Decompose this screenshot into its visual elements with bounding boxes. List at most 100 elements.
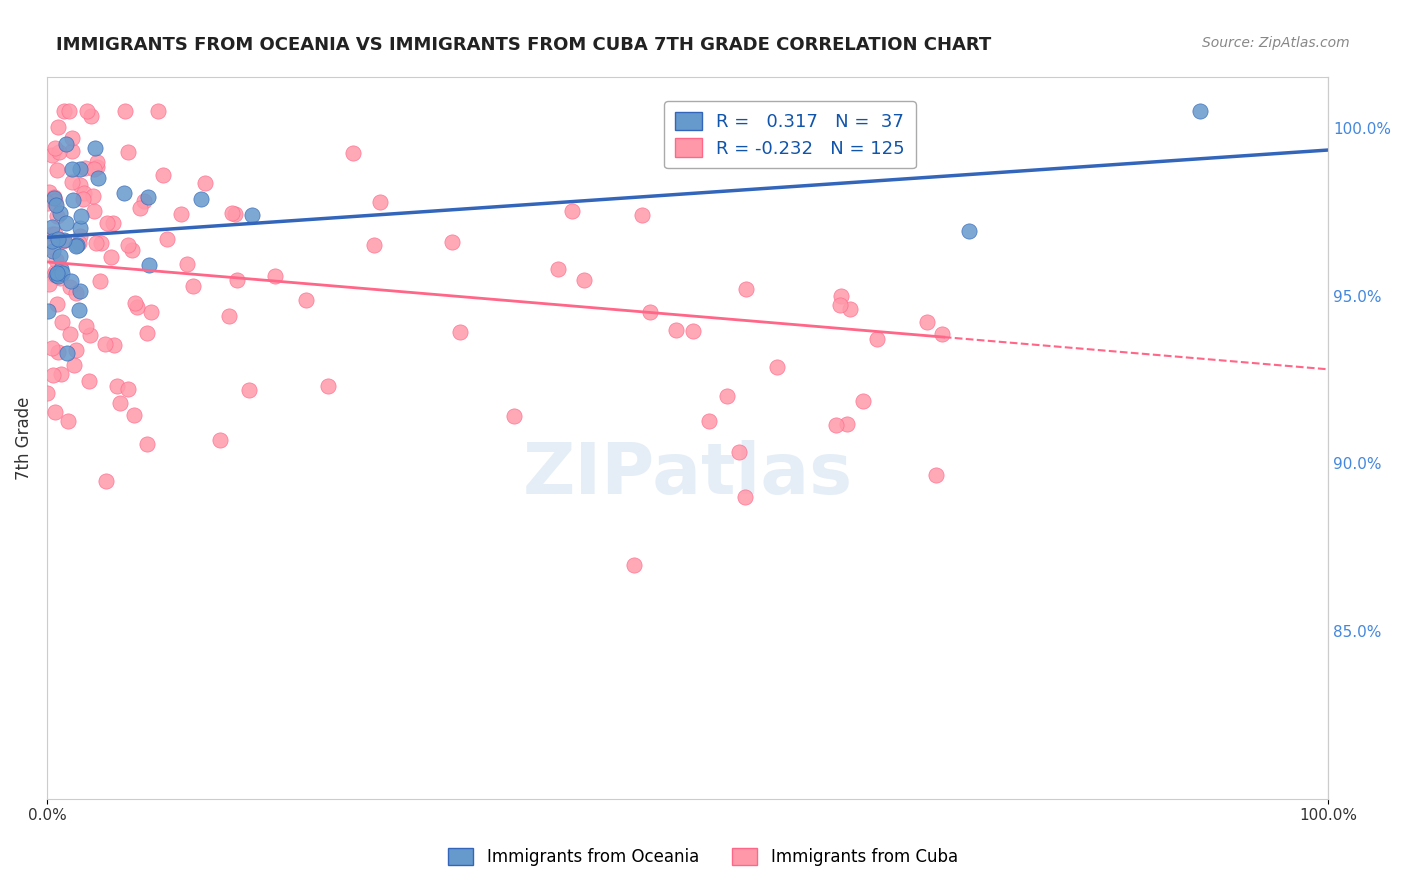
Point <box>79 327 101 342</box>
Point <box>42 194 65 209</box>
Point <box>44 141 66 155</box>
Point <box>65 286 87 301</box>
Point <box>194 176 217 190</box>
Legend: R =   0.317   N =  37, R = -0.232   N = 125: R = 0.317 N = 37, R = -0.232 N = 125 <box>664 101 915 169</box>
Point <box>917 315 939 329</box>
Point <box>42 244 65 259</box>
Point <box>825 418 848 433</box>
Point <box>117 145 139 159</box>
Point <box>59 279 82 293</box>
Point <box>44 265 66 279</box>
Point <box>103 338 125 352</box>
Point <box>46 120 69 134</box>
Point <box>342 145 364 160</box>
Point <box>96 216 118 230</box>
Point <box>58 103 80 118</box>
Point <box>69 284 91 298</box>
Point <box>449 325 471 339</box>
Point <box>51 315 73 329</box>
Point <box>190 192 212 206</box>
Point <box>852 393 875 408</box>
Point <box>37 303 59 318</box>
Y-axis label: 7th Grade: 7th Grade <box>15 396 32 480</box>
Point <box>37 196 59 211</box>
Point <box>94 337 117 351</box>
Point <box>117 383 139 397</box>
Point <box>135 326 157 340</box>
Point <box>44 268 66 283</box>
Point <box>440 235 463 249</box>
Point <box>734 490 756 504</box>
Point <box>73 186 96 200</box>
Point <box>121 243 143 257</box>
Point <box>75 319 97 334</box>
Point <box>69 303 91 318</box>
Point <box>60 130 83 145</box>
Point <box>224 207 246 221</box>
Point <box>86 160 108 174</box>
Point <box>46 297 69 311</box>
Point <box>572 273 595 287</box>
Point <box>623 558 645 573</box>
Point <box>181 279 204 293</box>
Point <box>62 161 84 176</box>
Point <box>42 368 65 382</box>
Point <box>108 396 131 410</box>
Point <box>45 162 67 177</box>
Point <box>124 296 146 310</box>
Point <box>49 249 72 263</box>
Point <box>41 148 63 162</box>
Point <box>70 209 93 223</box>
Legend: Immigrants from Oceania, Immigrants from Cuba: Immigrants from Oceania, Immigrants from… <box>440 840 966 875</box>
Point <box>84 141 107 155</box>
Point <box>44 190 66 204</box>
Point <box>502 409 524 423</box>
Point <box>45 198 67 212</box>
Point <box>240 208 263 222</box>
Point <box>925 468 948 483</box>
Point <box>141 305 163 319</box>
Point <box>830 288 852 302</box>
Point <box>62 193 84 207</box>
Point <box>835 417 858 431</box>
Point <box>48 145 70 159</box>
Point <box>114 103 136 118</box>
Point <box>45 266 67 280</box>
Point <box>146 103 169 118</box>
Point <box>37 240 59 254</box>
Point <box>866 332 889 346</box>
Point <box>83 203 105 218</box>
Point <box>112 186 135 200</box>
Point <box>152 168 174 182</box>
Point <box>547 261 569 276</box>
Point <box>65 239 87 253</box>
Point <box>49 367 72 381</box>
Point <box>41 341 63 355</box>
Point <box>60 145 83 159</box>
Point <box>52 233 75 247</box>
Point <box>136 190 159 204</box>
Point <box>59 327 82 342</box>
Point <box>46 209 69 223</box>
Point <box>48 232 70 246</box>
Point <box>368 194 391 209</box>
Point <box>76 103 98 118</box>
Point <box>44 227 66 241</box>
Point <box>682 324 704 338</box>
Point <box>716 389 738 403</box>
Point <box>73 161 96 175</box>
Point <box>84 236 107 251</box>
Point <box>264 268 287 283</box>
Point <box>117 238 139 252</box>
Point <box>828 298 851 312</box>
Point <box>41 227 63 241</box>
Point <box>208 433 231 447</box>
Point <box>170 207 193 221</box>
Text: Source: ZipAtlas.com: Source: ZipAtlas.com <box>1202 36 1350 50</box>
Point <box>69 220 91 235</box>
Point <box>37 385 59 400</box>
Point <box>41 220 63 235</box>
Point <box>80 109 103 123</box>
Point <box>56 345 79 359</box>
Point <box>1188 103 1211 118</box>
